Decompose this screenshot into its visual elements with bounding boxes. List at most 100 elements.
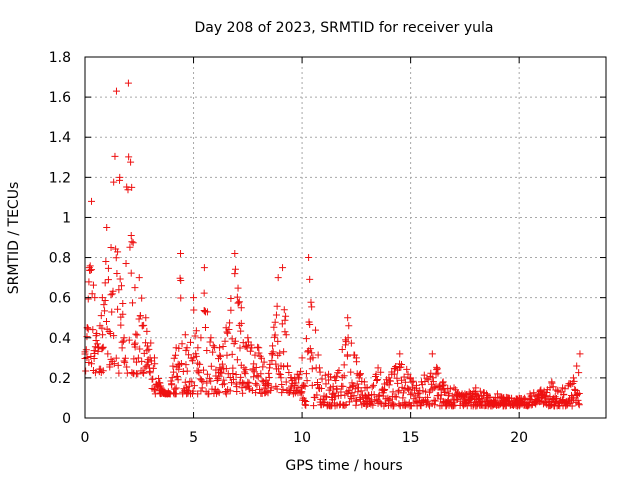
data-point <box>302 335 310 343</box>
data-point <box>285 388 293 396</box>
data-point <box>189 387 197 395</box>
data-point <box>376 398 384 406</box>
data-point <box>109 287 117 295</box>
data-point <box>574 396 582 404</box>
data-point <box>568 402 576 410</box>
data-point <box>312 326 320 334</box>
data-point <box>85 278 93 286</box>
chart-title: Day 208 of 2023, SRMTID for receiver yul… <box>194 20 493 36</box>
data-point <box>117 321 125 329</box>
peak-point <box>576 350 584 358</box>
peak-point <box>177 250 185 258</box>
data-series <box>81 79 584 410</box>
data-point <box>233 293 241 301</box>
data-point <box>575 401 583 409</box>
data-point <box>308 303 316 311</box>
data-point <box>300 381 308 389</box>
data-point <box>390 370 398 378</box>
data-point <box>177 277 185 285</box>
data-point <box>113 269 121 277</box>
peak-point <box>548 378 556 386</box>
data-point <box>417 402 425 410</box>
peak-point <box>94 344 102 352</box>
data-point <box>395 386 403 394</box>
data-point <box>93 330 101 338</box>
data-point <box>126 243 134 251</box>
data-point <box>404 370 412 378</box>
data-point <box>156 379 164 387</box>
data-point <box>313 391 321 399</box>
data-point <box>306 321 314 329</box>
peak-point <box>385 374 393 382</box>
data-point <box>340 361 348 369</box>
data-point <box>197 387 205 395</box>
data-point <box>135 315 143 323</box>
data-point <box>226 319 234 327</box>
peak-point <box>417 378 425 386</box>
data-point <box>89 326 97 334</box>
data-point <box>221 337 229 345</box>
data-point <box>260 358 268 366</box>
data-point <box>268 349 276 357</box>
data-point <box>209 348 217 356</box>
data-point <box>112 254 120 262</box>
data-point <box>149 364 157 372</box>
peak-point <box>363 384 371 392</box>
peak-point <box>107 244 115 252</box>
data-point <box>188 378 196 386</box>
data-point <box>322 380 330 388</box>
data-point <box>175 365 183 373</box>
data-point <box>98 324 106 332</box>
data-point <box>258 377 266 385</box>
data-point <box>278 389 286 397</box>
data-point <box>99 331 107 339</box>
data-point <box>231 337 239 345</box>
data-point <box>201 324 209 332</box>
y-tick-label: 1.8 <box>49 50 71 66</box>
data-point <box>112 354 120 362</box>
data-point <box>239 339 247 347</box>
data-point <box>228 350 236 358</box>
data-point <box>399 389 407 397</box>
data-point <box>97 312 105 320</box>
peak-point <box>526 390 534 398</box>
data-point <box>194 367 202 375</box>
data-point <box>316 368 324 376</box>
data-point <box>101 307 109 315</box>
data-point <box>275 370 283 378</box>
data-point <box>239 389 247 397</box>
data-point <box>200 289 208 297</box>
data-point <box>138 294 146 302</box>
data-point <box>197 334 205 342</box>
data-point <box>199 378 207 386</box>
peak-point <box>98 294 106 302</box>
data-point <box>272 311 280 319</box>
data-point <box>407 391 415 399</box>
data-point <box>308 381 316 389</box>
data-point <box>425 400 433 408</box>
grid-lines <box>85 57 606 418</box>
data-point <box>153 383 161 391</box>
data-point <box>355 374 363 382</box>
data-point <box>215 389 223 397</box>
data-point <box>279 385 287 393</box>
data-point <box>115 369 123 377</box>
y-tick-label: 1.4 <box>49 130 71 146</box>
peak-point <box>266 364 274 372</box>
x-tick-label: 10 <box>293 430 311 446</box>
axes: 0 5 10 15 20 0 0.2 0.4 0.6 0.8 1 1.2 1.4 1.6 1.8 <box>49 50 607 446</box>
data-point <box>194 390 202 398</box>
data-point <box>341 401 349 409</box>
data-point <box>280 306 288 314</box>
data-point <box>237 373 245 381</box>
data-point <box>121 358 129 366</box>
data-point <box>318 375 326 383</box>
data-point <box>114 305 122 313</box>
data-point <box>257 370 265 378</box>
data-point <box>82 367 90 375</box>
data-point <box>398 361 406 369</box>
data-point <box>546 384 554 392</box>
data-point <box>431 397 439 405</box>
data-point <box>214 387 222 395</box>
data-point <box>265 369 273 377</box>
